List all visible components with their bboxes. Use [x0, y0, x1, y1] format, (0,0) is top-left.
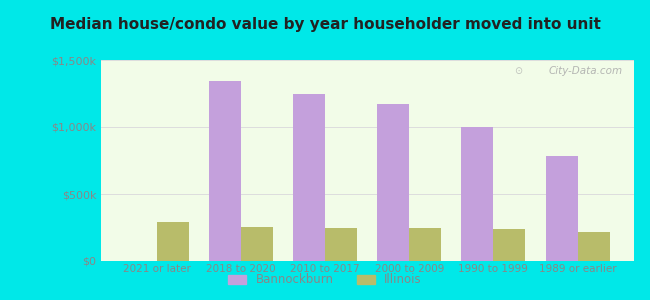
Bar — [493, 229, 525, 261]
Text: City-Data.com: City-Data.com — [549, 66, 623, 76]
Bar — [325, 228, 357, 261]
Legend: Bannockburn, Illinois: Bannockburn, Illinois — [224, 269, 426, 291]
Bar — [545, 157, 578, 261]
Bar — [209, 81, 241, 261]
Text: ⊙: ⊙ — [514, 66, 522, 76]
Bar — [157, 222, 189, 261]
Bar — [410, 228, 441, 261]
Bar — [578, 232, 610, 261]
Bar — [378, 104, 410, 261]
Bar — [462, 127, 493, 261]
Bar — [241, 227, 273, 261]
Bar — [293, 94, 325, 261]
Text: Median house/condo value by year householder moved into unit: Median house/condo value by year househo… — [49, 16, 601, 32]
